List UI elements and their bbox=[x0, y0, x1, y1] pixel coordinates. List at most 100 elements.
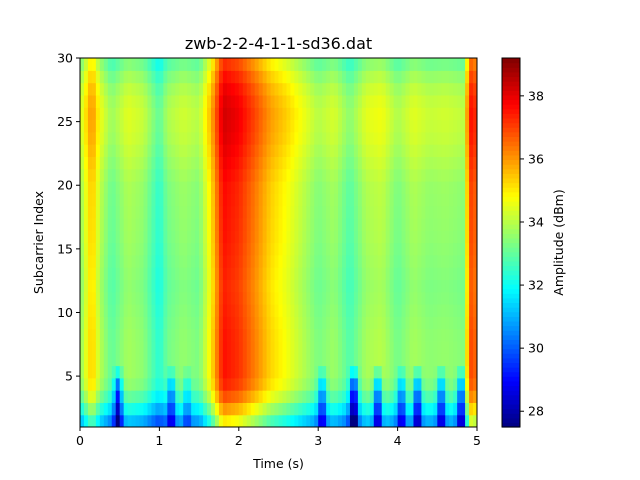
heatmap-cell bbox=[365, 230, 371, 244]
heatmap-cell bbox=[83, 156, 89, 170]
heatmap-cell bbox=[389, 70, 395, 84]
heatmap-cell bbox=[298, 242, 303, 256]
heatmap-cell bbox=[421, 267, 426, 280]
heatmap-cell bbox=[123, 144, 129, 157]
heatmap-cell bbox=[302, 181, 307, 194]
heatmap-cell bbox=[246, 316, 252, 330]
heatmap-cell bbox=[302, 328, 307, 342]
heatmap-cell bbox=[286, 193, 292, 207]
heatmap-cell bbox=[409, 402, 415, 416]
heatmap-cell bbox=[258, 230, 264, 244]
heatmap-cell bbox=[294, 304, 299, 317]
heatmap-cell bbox=[385, 353, 391, 367]
heatmap-cell bbox=[226, 316, 232, 330]
heatmap-cell bbox=[453, 217, 458, 231]
heatmap-cell bbox=[95, 377, 101, 391]
heatmap-cell bbox=[183, 377, 188, 391]
heatmap-cell bbox=[310, 291, 315, 305]
heatmap-cell bbox=[91, 242, 97, 256]
heatmap-cell bbox=[393, 82, 399, 96]
heatmap-cell bbox=[373, 144, 379, 157]
heatmap-cell bbox=[453, 107, 458, 121]
heatmap-cell bbox=[250, 144, 256, 157]
heatmap-cell bbox=[286, 304, 292, 317]
heatmap-cell bbox=[302, 82, 307, 96]
colorbar-segment bbox=[502, 136, 520, 142]
heatmap-cell bbox=[91, 70, 97, 84]
heatmap-cell bbox=[155, 353, 160, 367]
heatmap-cell bbox=[290, 193, 295, 207]
heatmap-cell bbox=[377, 119, 383, 133]
heatmap-cell bbox=[445, 414, 450, 427]
heatmap-cell bbox=[393, 242, 399, 256]
heatmap-cell bbox=[230, 205, 236, 219]
heatmap-cell bbox=[115, 254, 121, 268]
heatmap-cell bbox=[322, 291, 327, 305]
heatmap-cell bbox=[286, 131, 292, 145]
heatmap-cell bbox=[115, 353, 121, 367]
heatmap-cell bbox=[254, 402, 260, 416]
heatmap-cell bbox=[298, 377, 303, 391]
heatmap-cell bbox=[187, 119, 192, 133]
heatmap-cell bbox=[222, 119, 228, 133]
heatmap-cell bbox=[381, 267, 387, 280]
heatmap-cell bbox=[214, 217, 220, 231]
heatmap-cell bbox=[381, 94, 387, 108]
heatmap-cell bbox=[369, 304, 375, 317]
heatmap-cell bbox=[417, 291, 423, 305]
heatmap-cell bbox=[111, 414, 117, 427]
heatmap-cell bbox=[433, 230, 438, 244]
heatmap-cell bbox=[421, 193, 426, 207]
heatmap-cell bbox=[242, 291, 248, 305]
heatmap-cell bbox=[274, 390, 280, 403]
heatmap-cell bbox=[397, 168, 403, 182]
heatmap-cell bbox=[222, 267, 228, 280]
heatmap-cell bbox=[401, 119, 407, 133]
heatmap-cell bbox=[361, 340, 367, 354]
heatmap-cell bbox=[453, 390, 458, 403]
heatmap-cell bbox=[163, 107, 168, 121]
heatmap-cell bbox=[222, 205, 228, 219]
heatmap-cell bbox=[230, 414, 236, 427]
heatmap-cell bbox=[338, 279, 343, 293]
heatmap-cell bbox=[234, 193, 240, 207]
heatmap-cell bbox=[429, 316, 434, 330]
heatmap-cell bbox=[425, 131, 430, 145]
heatmap-cell bbox=[127, 328, 133, 342]
heatmap-cell bbox=[445, 291, 450, 305]
heatmap-cell bbox=[453, 279, 458, 293]
heatmap-cell bbox=[357, 353, 363, 367]
heatmap-cell bbox=[453, 230, 458, 244]
heatmap-cell bbox=[397, 414, 403, 427]
heatmap-cell bbox=[179, 82, 184, 96]
heatmap-cell bbox=[310, 316, 315, 330]
heatmap-cell bbox=[230, 304, 236, 317]
heatmap-cell bbox=[234, 254, 240, 268]
colorbar-segment bbox=[502, 376, 520, 382]
heatmap-cell bbox=[465, 279, 470, 293]
heatmap-cell bbox=[457, 70, 462, 84]
heatmap-cell bbox=[171, 181, 176, 194]
heatmap-cell bbox=[409, 291, 415, 305]
heatmap-cell bbox=[91, 304, 97, 317]
heatmap-cell bbox=[349, 168, 355, 182]
heatmap-cell bbox=[397, 304, 403, 317]
heatmap-cell bbox=[405, 254, 411, 268]
heatmap-cell bbox=[345, 119, 351, 133]
heatmap-cell bbox=[429, 279, 434, 293]
heatmap-cell bbox=[107, 131, 113, 145]
heatmap-cell bbox=[127, 353, 133, 367]
heatmap-cell bbox=[353, 181, 359, 194]
heatmap-cell bbox=[369, 82, 375, 96]
heatmap-cell bbox=[290, 242, 295, 256]
heatmap-cell bbox=[445, 267, 450, 280]
heatmap-cell bbox=[238, 131, 244, 145]
heatmap-cell bbox=[421, 316, 426, 330]
heatmap-cell bbox=[254, 205, 260, 219]
heatmap-cell bbox=[119, 279, 125, 293]
colorbar-segment bbox=[502, 293, 520, 299]
heatmap-cell bbox=[318, 230, 323, 244]
heatmap-cell bbox=[238, 279, 244, 293]
heatmap-cell bbox=[441, 279, 446, 293]
heatmap-cell bbox=[187, 230, 192, 244]
